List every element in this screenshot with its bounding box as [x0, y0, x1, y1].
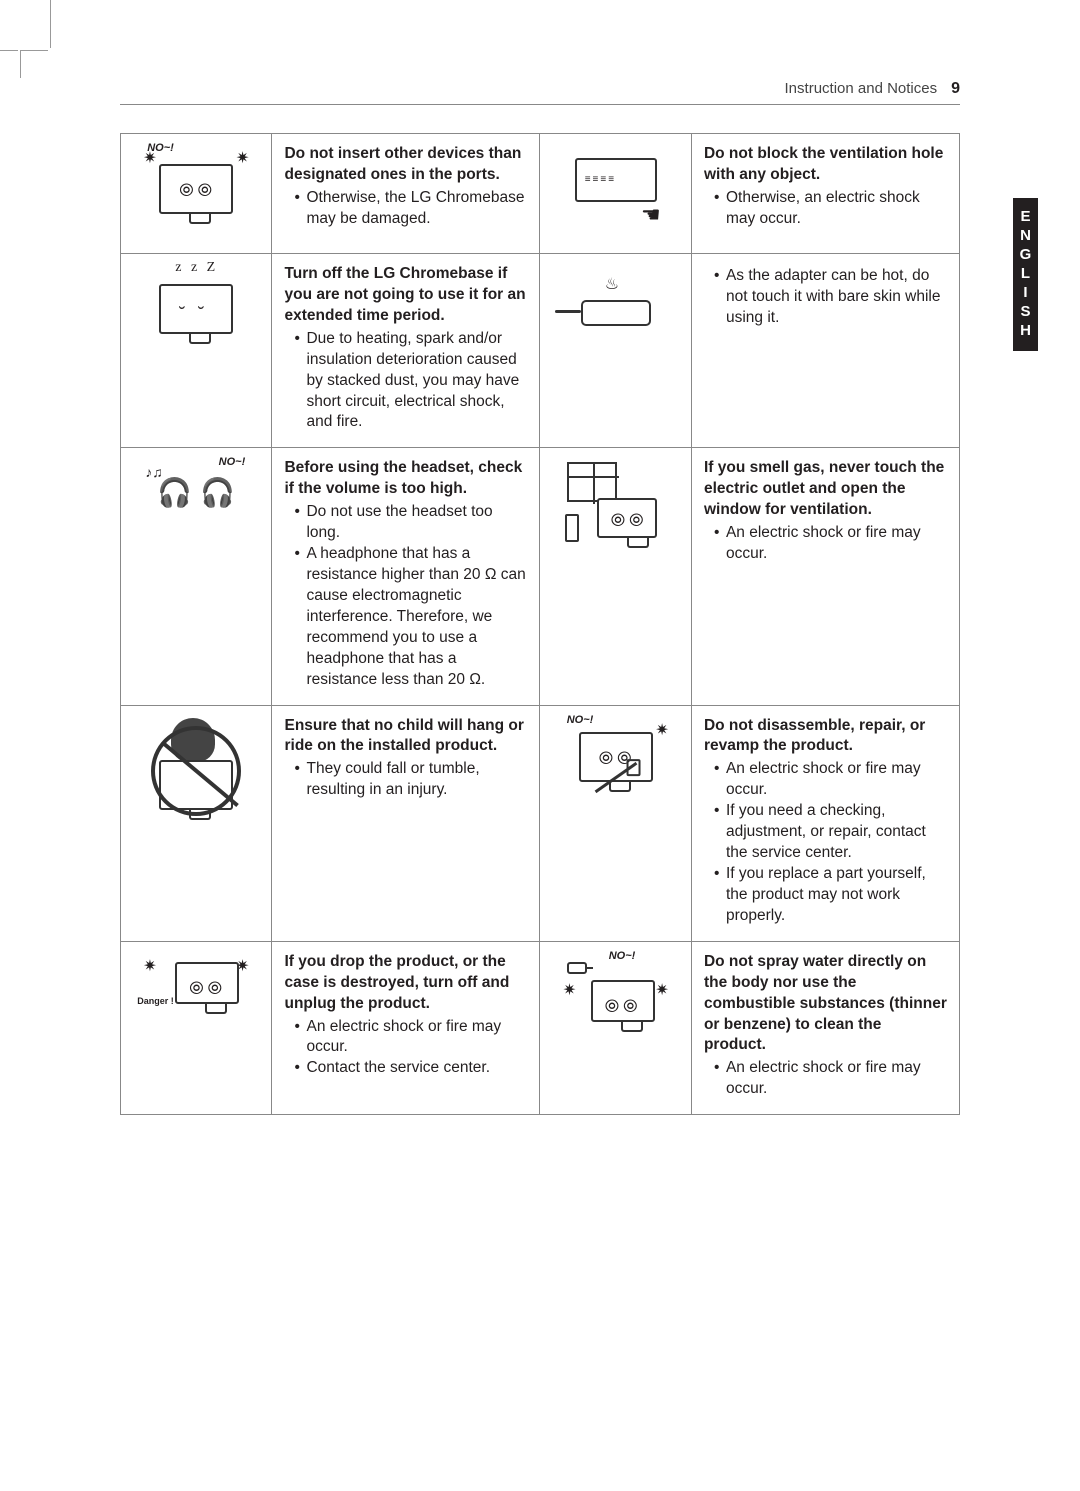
notice-cell: Before using the headset, check if the v…	[272, 448, 540, 705]
illustration-cell: NO~! ✷ ⦾⦾	[540, 705, 691, 941]
section-title: Instruction and Notices	[785, 80, 938, 97]
notice-bullet: Otherwise, an electric shock may occur.	[714, 188, 947, 230]
notice-bullet: Due to heating, spark and/or insulation …	[294, 329, 527, 434]
sleep-monitor-icon: z z Z ˘ ˘	[141, 264, 251, 354]
crop-mark-top	[50, 0, 51, 48]
notice-bullets: Otherwise, the LG Chromebase may be dama…	[284, 188, 527, 230]
notice-bullets: An electric shock or fire may occur.	[704, 1058, 947, 1100]
hot-adapter-icon: ♨	[561, 264, 671, 354]
illustration-cell: Danger ! ✷ ✷ ⦾⦾	[121, 941, 272, 1114]
notice-heading: Before using the headset, check if the v…	[284, 458, 527, 500]
notice-bullets: Due to heating, spark and/or insulation …	[284, 329, 527, 434]
dropped-product-icon: Danger ! ✷ ✷ ⦾⦾	[141, 952, 251, 1042]
no-label: NO~!	[609, 950, 636, 962]
no-disassemble-icon: NO~! ✷ ⦾⦾	[561, 716, 671, 806]
table-row: ♪♫ NO~! 🎧🎧 Before using the headset, che…	[121, 448, 960, 705]
illustration-cell: NO~! ✷ ✷ ⦾⦾	[540, 941, 691, 1114]
monitor-icon: ⦾⦾	[591, 980, 655, 1022]
page-number: 9	[951, 80, 960, 98]
notice-heading: If you smell gas, never touch the electr…	[704, 458, 947, 521]
notice-heading: Turn off the LG Chromebase if you are no…	[284, 264, 527, 327]
notice-bullet: Otherwise, the LG Chromebase may be dama…	[294, 188, 527, 230]
spark-icon: ✷	[236, 148, 249, 168]
notice-cell: If you drop the product, or the case is …	[272, 941, 540, 1114]
notice-bullet: Do not use the headset too long.	[294, 502, 527, 544]
notice-cell: Do not spray water directly on the body …	[691, 941, 959, 1114]
notice-bullets: An electric shock or fire may occur.	[704, 523, 947, 565]
spark-icon: ✷	[655, 720, 668, 740]
illustration-cell: ☚	[540, 134, 691, 254]
headset-volume-icon: ♪♫ NO~! 🎧🎧	[141, 458, 251, 548]
notice-cell: Ensure that no child will hang or ride o…	[272, 705, 540, 941]
illustration-cell: ♪♫ NO~! 🎧🎧	[121, 448, 272, 705]
monitor-icon: ⦾⦾	[597, 498, 657, 538]
notice-cell: Do not disassemble, repair, or revamp th…	[691, 705, 959, 941]
ventilation-icon: ☚	[561, 144, 671, 234]
notice-bullet: An electric shock or fire may occur.	[294, 1017, 527, 1059]
notice-cell: If you smell gas, never touch the electr…	[691, 448, 959, 705]
table-row: z z Z ˘ ˘ Turn off the LG Chromebase if …	[121, 254, 960, 448]
notice-bullets: They could fall or tumble, resulting in …	[284, 759, 527, 801]
monitor-icon: ˘ ˘	[159, 284, 233, 334]
notice-bullet: Contact the service center.	[294, 1058, 527, 1079]
language-tab: ENGLISH	[1013, 198, 1038, 351]
no-spray-icon: NO~! ✷ ✷ ⦾⦾	[561, 952, 671, 1042]
monitor-icon: ⦾⦾	[579, 732, 653, 782]
page-content: Instruction and Notices 9 NO~! ✷ ✷ ⦾⦾ Do…	[120, 80, 960, 1115]
no-child-ride-icon	[141, 716, 251, 826]
notice-cell: Turn off the LG Chromebase if you are no…	[272, 254, 540, 448]
notice-heading: Do not block the ventilation hole with a…	[704, 144, 947, 186]
table-row: NO~! ✷ ✷ ⦾⦾ Do not insert other devices …	[121, 134, 960, 254]
no-insert-icon: NO~! ✷ ✷ ⦾⦾	[141, 144, 251, 234]
notice-bullets: Do not use the headset too long. A headp…	[284, 502, 527, 690]
notice-bullets: An electric shock or fire may occur. If …	[704, 759, 947, 926]
spray-bottle-icon	[567, 962, 587, 974]
notice-bullets: An electric shock or fire may occur. Con…	[284, 1017, 527, 1080]
illustration-cell: NO~! ✷ ✷ ⦾⦾	[121, 134, 272, 254]
page-header: Instruction and Notices 9	[120, 80, 960, 105]
notice-heading: Ensure that no child will hang or ride o…	[284, 716, 527, 758]
prohibit-circle-icon	[151, 726, 241, 816]
illustration-cell: ♨	[540, 254, 691, 448]
crop-mark-corner	[20, 50, 48, 78]
monitor-icon: ⦾⦾	[175, 962, 239, 1004]
notice-bullet: An electric shock or fire may occur.	[714, 1058, 947, 1100]
monitor-icon: ⦾⦾	[159, 164, 233, 214]
no-label: NO~!	[567, 714, 594, 726]
notice-bullet: If you need a checking, adjustment, or r…	[714, 801, 947, 864]
table-row: Danger ! ✷ ✷ ⦾⦾ If you drop the product,…	[121, 941, 960, 1114]
notice-bullet: If you replace a part yourself, the prod…	[714, 864, 947, 927]
spark-icon: ✷	[143, 148, 156, 168]
notice-bullets: As the adapter can be hot, do not touch …	[704, 266, 947, 329]
notice-cell: Do not block the ventilation hole with a…	[691, 134, 959, 254]
notice-heading: Do not spray water directly on the body …	[704, 952, 947, 1057]
danger-label: Danger !	[137, 996, 174, 1006]
notice-bullet: They could fall or tumble, resulting in …	[294, 759, 527, 801]
spark-icon: ✷	[143, 956, 156, 976]
notice-bullet: An electric shock or fire may occur.	[714, 523, 947, 565]
no-label: NO~!	[219, 456, 246, 468]
crop-mark-left	[0, 50, 18, 51]
gas-window-icon: ⦾⦾	[561, 458, 671, 548]
spark-icon: ✷	[655, 980, 668, 1000]
notice-bullets: Otherwise, an electric shock may occur.	[704, 188, 947, 230]
notice-heading: If you drop the product, or the case is …	[284, 952, 527, 1015]
notice-heading: Do not insert other devices than designa…	[284, 144, 527, 186]
illustration-cell: ⦾⦾	[540, 448, 691, 705]
notice-heading: Do not disassemble, repair, or revamp th…	[704, 716, 947, 758]
notices-table: NO~! ✷ ✷ ⦾⦾ Do not insert other devices …	[120, 133, 960, 1115]
table-row: Ensure that no child will hang or ride o…	[121, 705, 960, 941]
notice-bullet: A headphone that has a resistance higher…	[294, 544, 527, 690]
spark-icon: ✷	[563, 980, 576, 1000]
notice-bullet: An electric shock or fire may occur.	[714, 759, 947, 801]
illustration-cell: z z Z ˘ ˘	[121, 254, 272, 448]
notice-bullet: As the adapter can be hot, do not touch …	[714, 266, 947, 329]
notice-cell: As the adapter can be hot, do not touch …	[691, 254, 959, 448]
illustration-cell	[121, 705, 272, 941]
notice-cell: Do not insert other devices than designa…	[272, 134, 540, 254]
